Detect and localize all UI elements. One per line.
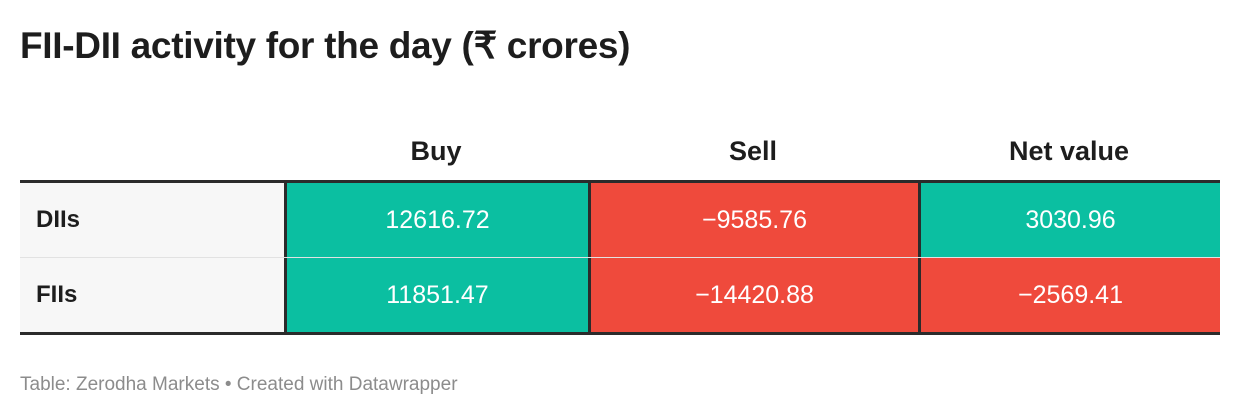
row-label-fiis: FIIs <box>20 258 284 332</box>
chart-title: FII-DII activity for the day (₹ crores) <box>20 25 631 66</box>
diis-buy-cell: 12616.72 <box>284 183 588 257</box>
diis-net-cell: 3030.96 <box>918 183 1220 257</box>
table-header-row: Buy Sell Net value <box>20 122 1220 180</box>
header-sell: Sell <box>728 135 778 166</box>
fiis-sell-cell: −14420.88 <box>588 258 918 332</box>
fiis-net-cell: −2569.41 <box>918 258 1220 332</box>
source-footer: Table: Zerodha Markets • Created with Da… <box>20 374 458 395</box>
table-row: DIIs 12616.72 −9585.76 3030.96 <box>20 183 1220 257</box>
row-divider <box>20 257 1220 258</box>
row-label-diis: DIIs <box>20 183 284 257</box>
fii-dii-table: Buy Sell Net value DIIs 12616.72 −9585.7… <box>20 122 1220 335</box>
table-row: FIIs 11851.47 −14420.88 −2569.41 <box>20 258 1220 332</box>
header-buy: Buy <box>410 135 462 166</box>
table-body: DIIs 12616.72 −9585.76 3030.96 FIIs 1185… <box>20 180 1220 335</box>
fiis-buy-cell: 11851.47 <box>284 258 588 332</box>
diis-sell-cell: −9585.76 <box>588 183 918 257</box>
header-net-value: Net value <box>1008 135 1130 166</box>
